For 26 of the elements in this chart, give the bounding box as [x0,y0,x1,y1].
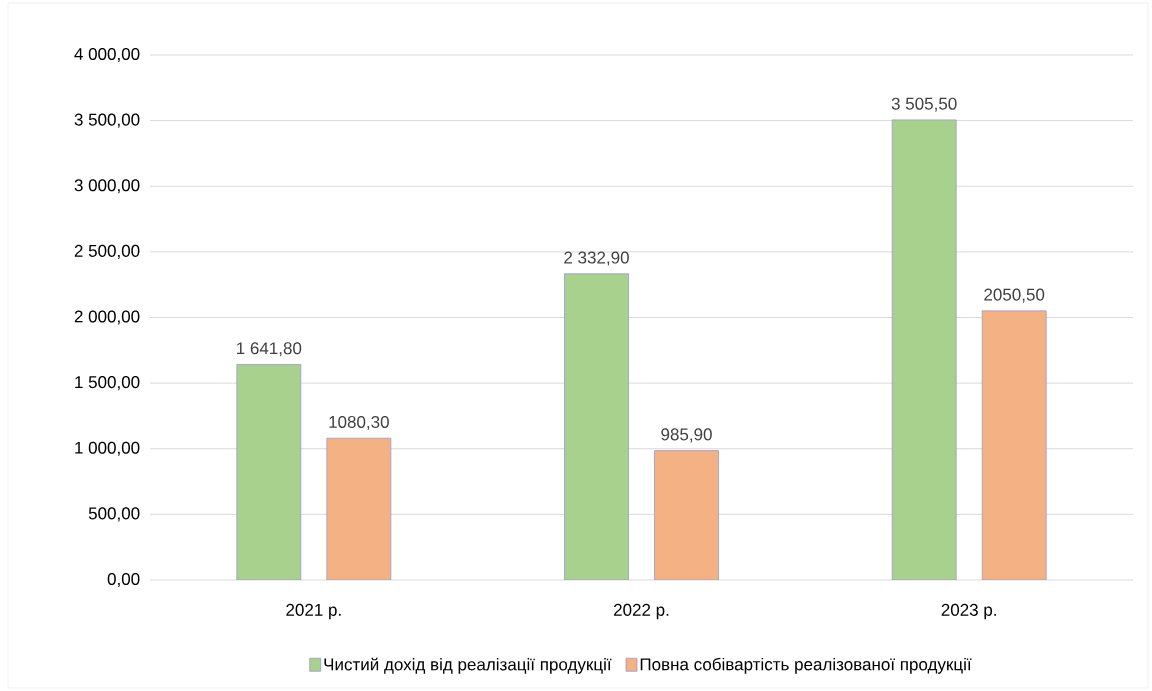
x-tick-label: 2021 р. [286,603,341,620]
y-tick-label: 2 500,00 [74,244,140,259]
data-label: 3 505,50 [891,97,957,112]
data-label: 2050,50 [984,288,1045,303]
data-label: 2 332,90 [564,251,629,266]
x-tick-label: 2022 р. [614,603,669,620]
x-tick-label: 2023 р. [941,603,996,620]
y-tick-label: 1 500,00 [75,376,140,391]
y-tick-label: 2 000,00 [74,310,140,325]
bar [564,273,629,580]
bar [326,437,392,580]
bar [654,450,719,580]
legend-label: Чистий дохід від реалізації продукції [324,657,612,674]
data-label: 1080,30 [329,415,389,430]
y-tick-label: 3 000,00 [74,179,140,194]
bar [981,310,1047,580]
y-tick-label: 0,00 [107,572,140,587]
bar [236,364,302,580]
y-tick-label: 500,00 [88,507,140,522]
bar [891,119,957,580]
data-label: 1 641,80 [237,342,302,357]
y-tick-label: 4 000,00 [74,47,140,62]
y-tick-label: 3 500,00 [74,113,140,128]
y-tick-label: 1 000,00 [75,441,140,456]
data-label: 985,90 [661,428,712,443]
legend-label: Повна собівартість реалізованої продукції [640,657,972,674]
